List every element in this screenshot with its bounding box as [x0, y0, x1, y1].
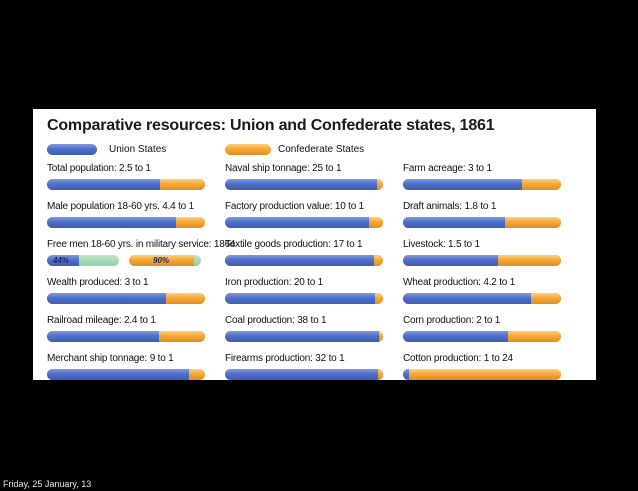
- bar-segment-union: [225, 179, 377, 190]
- percent-bar-union-states: 44%: [47, 255, 119, 266]
- label-male-population-18-60-yrs-4-4-to-1: Male population 18-60 yrs. 4.4 to 1: [47, 201, 194, 212]
- bar-segment-union: [403, 331, 508, 342]
- bar-segment-confederate: [378, 369, 383, 380]
- bar-segment-union: [225, 369, 378, 380]
- bar-segment-union: [403, 179, 522, 190]
- bar-segment-union: [47, 369, 189, 380]
- bar-segment-union: [403, 217, 505, 228]
- label-livestock: Livestock: 1.5 to 1: [403, 239, 480, 250]
- bar-segment-confederate: [375, 293, 383, 304]
- bar-segment-union: [47, 179, 160, 190]
- bar-segment-confederate: [379, 331, 383, 342]
- label-naval-ship-tonnage: Naval ship tonnage: 25 to 1: [225, 163, 342, 174]
- slide-footer-date: Friday, 25 January, 13: [3, 479, 92, 489]
- bar-firearms-production: [225, 369, 383, 380]
- bar-segment-union: [403, 255, 498, 266]
- bar-naval-ship-tonnage: [225, 179, 383, 190]
- percent-fill-confederate-states: [129, 255, 194, 266]
- percent-bar-confederate-states: 90%: [129, 255, 201, 266]
- bar-segment-confederate: [498, 255, 561, 266]
- label-merchant-ship-tonnage: Merchant ship tonnage: 9 to 1: [47, 353, 174, 364]
- bar-segment-union: [225, 331, 379, 342]
- bar-segment-confederate: [374, 255, 383, 266]
- label-cotton-production: Cotton production: 1 to 24: [403, 353, 513, 364]
- bar-draft-animals: [403, 217, 561, 228]
- bar-coal-production: [225, 331, 383, 342]
- bar-segment-union: [47, 217, 176, 228]
- bar-farm-acreage: [403, 179, 561, 190]
- label-iron-production: Iron production: 20 to 1: [225, 277, 324, 288]
- percent-label-union-states: 44%: [53, 256, 70, 265]
- bar-segment-confederate: [377, 179, 383, 190]
- bar-segment-union: [403, 293, 531, 304]
- chart-title: Comparative resources: Union and Confede…: [47, 117, 495, 134]
- bar-segment-union: [225, 293, 375, 304]
- legend-label-confederate: Confederate States: [278, 144, 365, 155]
- bar-segment-union: [225, 255, 374, 266]
- bar-segment-union: [403, 369, 409, 380]
- label-textile-goods-production: Textile goods production: 17 to 1: [225, 239, 363, 250]
- bar-factory-production-value: [225, 217, 383, 228]
- label-draft-animals: Draft animals: 1.8 to 1: [403, 201, 497, 212]
- bar-segment-confederate: [505, 217, 561, 228]
- label-factory-production-value: Factory production value: 10 to 1: [225, 201, 365, 212]
- bar-segment-confederate: [159, 331, 205, 342]
- label-railroad-mileage: Railroad mileage: 2.4 to 1: [47, 315, 156, 326]
- label-free-men-18-60-yrs-in-military-service: Free men 18-60 yrs. in military service:…: [47, 239, 236, 250]
- bar-segment-confederate: [522, 179, 561, 190]
- label-total-population: Total population: 2.5 to 1: [47, 163, 151, 174]
- bar-segment-union: [225, 217, 369, 228]
- legend-label-union: Union States: [109, 144, 167, 155]
- bar-segment-confederate: [369, 217, 383, 228]
- bar-iron-production: [225, 293, 383, 304]
- label-farm-acreage: Farm acreage: 3 to 1: [403, 163, 492, 174]
- bar-segment-confederate: [531, 293, 561, 304]
- bar-segment-confederate: [176, 217, 205, 228]
- bar-livestock: [403, 255, 561, 266]
- bar-cotton-production: [403, 369, 561, 380]
- bar-segment-confederate: [160, 179, 205, 190]
- legend-swatch-confederate: [225, 144, 271, 155]
- legend-swatch-union: [47, 144, 97, 155]
- bar-corn-production: [403, 331, 561, 342]
- bar-segment-union: [47, 293, 166, 304]
- bar-segment-confederate: [189, 369, 205, 380]
- bar-segment-confederate: [409, 369, 561, 380]
- label-firearms-production: Firearms production: 32 to 1: [225, 353, 345, 364]
- bar-merchant-ship-tonnage: [47, 369, 205, 380]
- label-coal-production: Coal production: 38 to 1: [225, 315, 327, 326]
- bar-segment-confederate: [166, 293, 205, 304]
- bar-wealth-produced: [47, 293, 205, 304]
- bar-total-population: [47, 179, 205, 190]
- bar-male-population-18-60-yrs-4-4-to-1: [47, 217, 205, 228]
- bar-textile-goods-production: [225, 255, 383, 266]
- bar-segment-union: [47, 331, 159, 342]
- label-wealth-produced: Wealth produced: 3 to 1: [47, 277, 149, 288]
- percent-fill-union-states: [47, 255, 79, 266]
- label-wheat-production: Wheat production: 4.2 to 1: [403, 277, 516, 288]
- bar-railroad-mileage: [47, 331, 205, 342]
- chart-panel: Comparative resources: Union and Confede…: [33, 109, 596, 380]
- percent-label-confederate-states: 90%: [153, 256, 170, 265]
- label-corn-production: Corn production: 2 to 1: [403, 315, 501, 326]
- bar-wheat-production: [403, 293, 561, 304]
- bar-segment-confederate: [508, 331, 561, 342]
